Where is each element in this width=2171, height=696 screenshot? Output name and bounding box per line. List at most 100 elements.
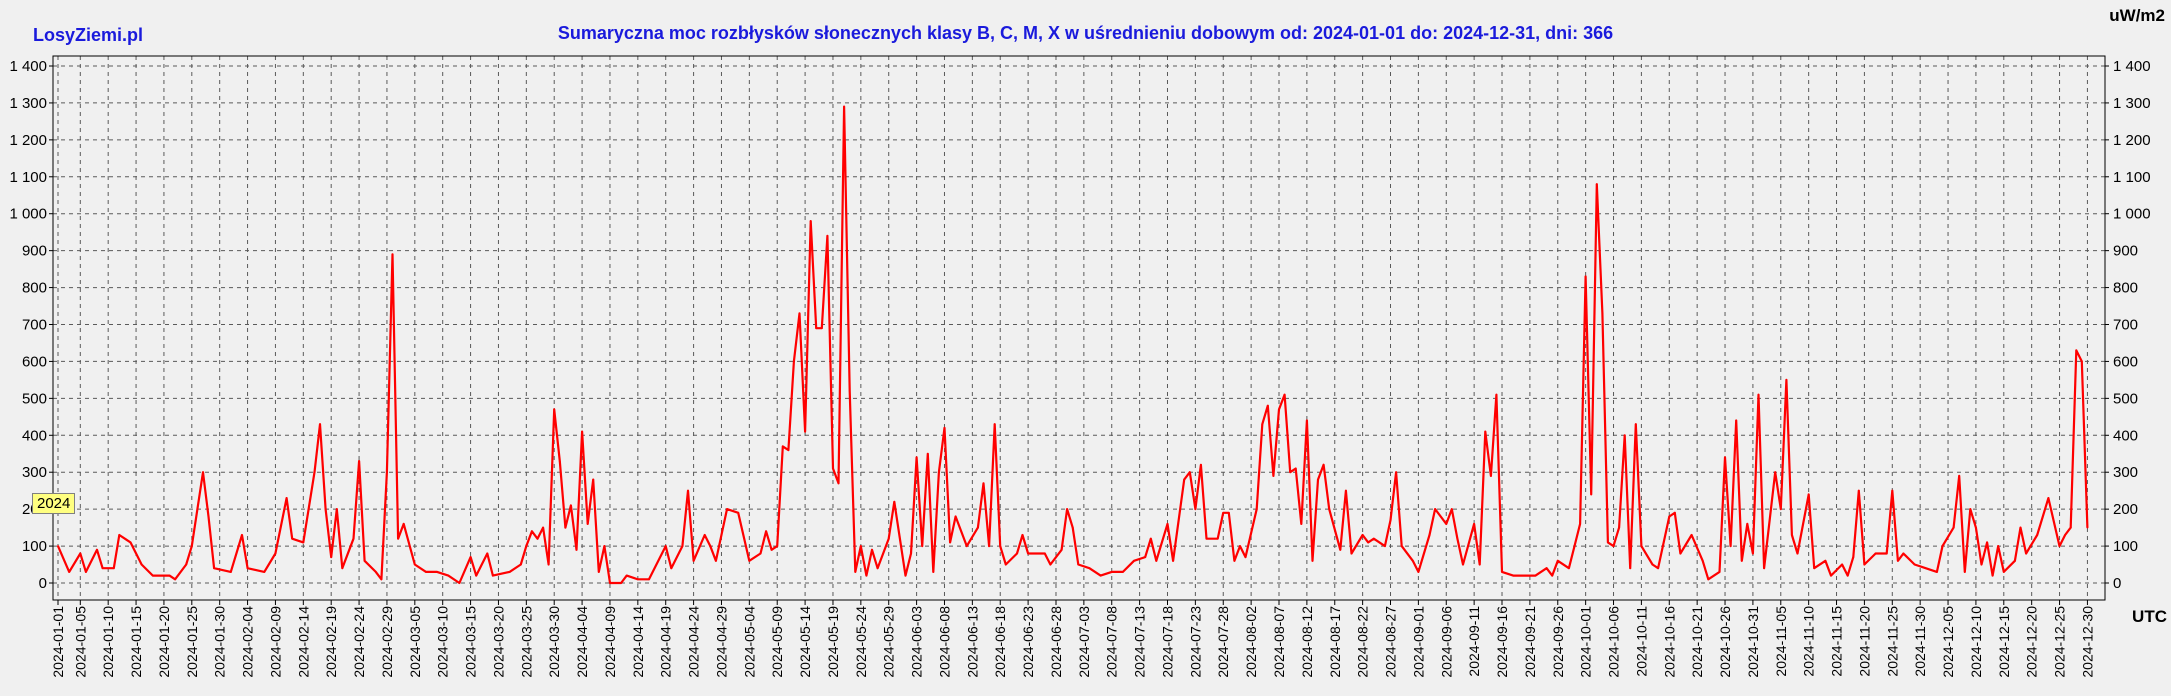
data-point xyxy=(1322,463,1325,466)
data-point xyxy=(190,545,193,547)
x-tick-label: 2024-10-26 xyxy=(1717,606,1733,678)
data-point xyxy=(1439,515,1442,518)
x-tick-label: 2024-05-29 xyxy=(881,606,897,678)
data-point xyxy=(1473,523,1476,525)
x-tick-label: 2024-09-11 xyxy=(1466,606,1482,677)
y-tick-label-left: 500 xyxy=(22,390,47,407)
data-point xyxy=(112,567,115,570)
data-point xyxy=(1456,537,1459,540)
data-point xyxy=(1579,523,1581,525)
x-tick-label: 2024-06-28 xyxy=(1048,606,1064,678)
data-point xyxy=(636,578,639,581)
data-point xyxy=(1523,574,1526,577)
data-point xyxy=(1233,559,1236,562)
data-point xyxy=(603,545,606,547)
x-tick-label: 2024-11-10 xyxy=(1801,606,1817,677)
data-point xyxy=(1963,571,1966,573)
data-point xyxy=(1272,475,1275,477)
data-point xyxy=(893,500,896,503)
data-point xyxy=(1991,574,1994,577)
x-tick-label: 2024-11-25 xyxy=(1884,606,1900,677)
data-point xyxy=(391,253,394,256)
data-point xyxy=(2025,552,2027,555)
data-point xyxy=(1896,559,1899,562)
data-point xyxy=(319,423,321,426)
x-tick-label: 2024-08-17 xyxy=(1327,606,1343,678)
y-tick-label-right: 1 300 xyxy=(2113,95,2151,112)
data-point xyxy=(620,582,623,584)
data-point xyxy=(1417,571,1420,573)
data-point xyxy=(1813,567,1816,570)
y-tick-label-left: 400 xyxy=(22,427,47,444)
data-point xyxy=(324,508,327,511)
data-point xyxy=(1110,571,1113,573)
x-tick-label: 2024-11-30 xyxy=(1912,606,1928,677)
data-point xyxy=(241,534,243,536)
x-tick-label: 2024-01-10 xyxy=(100,606,116,678)
data-point xyxy=(547,563,550,566)
data-point xyxy=(1027,552,1030,555)
x-tick-label: 2024-07-03 xyxy=(1076,606,1092,678)
x-tick-label: 2024-04-04 xyxy=(574,606,590,678)
data-point xyxy=(2058,545,2061,547)
data-point xyxy=(1568,567,1570,570)
data-point xyxy=(96,548,98,551)
data-point xyxy=(491,574,494,577)
x-tick-label: 2024-12-10 xyxy=(1968,606,1984,678)
data-point xyxy=(1049,563,1052,566)
data-point xyxy=(1740,559,1743,562)
y-tick-label-left: 900 xyxy=(22,243,47,260)
data-point xyxy=(921,545,924,547)
y-tick-label-left: 0 xyxy=(39,575,47,592)
data-point xyxy=(1004,563,1007,566)
data-point xyxy=(553,408,556,411)
data-point xyxy=(1144,556,1147,559)
y-tick-label-right: 500 xyxy=(2113,390,2138,407)
data-point xyxy=(1607,541,1609,544)
data-point xyxy=(1779,508,1782,511)
data-point xyxy=(536,537,539,540)
data-point xyxy=(1512,574,1515,577)
data-point xyxy=(458,582,461,584)
data-point xyxy=(798,312,801,315)
data-point xyxy=(313,471,316,474)
data-point xyxy=(815,327,818,330)
data-point xyxy=(1205,537,1208,540)
y-tick-label-left: 1 300 xyxy=(9,95,47,112)
data-point xyxy=(982,482,985,485)
data-point xyxy=(681,545,684,547)
data-point xyxy=(1986,541,1988,544)
data-point xyxy=(486,552,489,555)
data-point xyxy=(140,563,143,566)
data-point xyxy=(1807,493,1810,496)
data-point xyxy=(904,574,907,577)
x-tick-label: 2024-05-04 xyxy=(741,606,757,678)
x-tick-label: 2024-04-24 xyxy=(686,606,702,678)
data-point xyxy=(1021,534,1024,536)
data-point xyxy=(1824,559,1827,562)
data-point xyxy=(1495,393,1498,396)
x-tick-label: 2024-12-05 xyxy=(1940,606,1956,678)
data-point xyxy=(1874,552,1877,555)
data-point xyxy=(1501,571,1503,573)
data-point xyxy=(1183,478,1186,481)
x-tick-label: 2024-08-12 xyxy=(1299,606,1315,678)
x-tick-label: 2024-02-09 xyxy=(267,606,283,678)
data-point xyxy=(581,430,583,433)
x-tick-label: 2024-04-09 xyxy=(602,606,618,678)
data-point xyxy=(1796,552,1799,555)
data-point xyxy=(692,559,695,562)
x-tick-label: 2024-08-02 xyxy=(1243,606,1259,678)
data-point xyxy=(765,530,767,533)
data-point xyxy=(519,563,522,566)
data-point xyxy=(1651,563,1654,566)
data-point xyxy=(1623,434,1626,437)
data-point xyxy=(1060,548,1063,551)
data-point xyxy=(1852,556,1855,559)
data-point xyxy=(1077,563,1080,566)
data-point xyxy=(380,578,383,581)
y-tick-label-right: 1 100 xyxy=(2113,169,2151,186)
data-point xyxy=(151,574,154,577)
data-point xyxy=(1289,471,1292,474)
y-tick-label-left: 1 400 xyxy=(9,58,47,75)
